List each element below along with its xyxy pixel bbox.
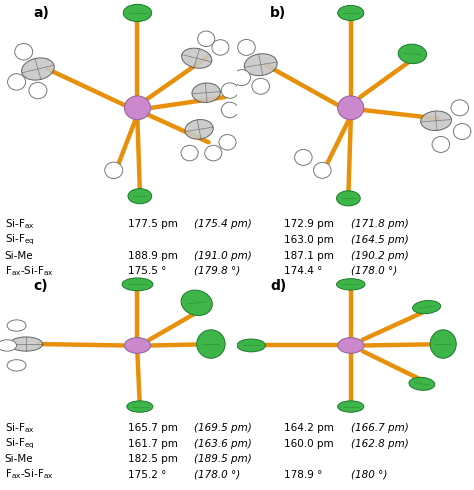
Ellipse shape	[337, 5, 364, 21]
Ellipse shape	[237, 339, 265, 352]
Ellipse shape	[398, 44, 427, 64]
Circle shape	[337, 338, 364, 353]
Text: F$_{\mathrm{ax}}$-Si-F$_{\mathrm{ax}}$: F$_{\mathrm{ax}}$-Si-F$_{\mathrm{ax}}$	[5, 467, 54, 482]
Ellipse shape	[9, 337, 43, 351]
Circle shape	[337, 96, 364, 120]
Ellipse shape	[244, 54, 277, 75]
Circle shape	[7, 320, 26, 331]
Text: Si-F$_{\mathrm{ax}}$: Si-F$_{\mathrm{ax}}$	[5, 218, 35, 231]
Ellipse shape	[127, 401, 153, 412]
Text: (191.0 pm): (191.0 pm)	[194, 250, 252, 261]
Circle shape	[237, 40, 255, 55]
Text: (180 °): (180 °)	[351, 469, 387, 480]
Text: 161.7 pm: 161.7 pm	[128, 439, 178, 449]
Text: 165.7 pm: 165.7 pm	[128, 423, 178, 433]
Ellipse shape	[409, 377, 435, 391]
Text: 175.5 °: 175.5 °	[128, 266, 166, 276]
Text: a): a)	[33, 6, 49, 21]
Ellipse shape	[192, 83, 220, 102]
Ellipse shape	[185, 120, 213, 139]
Text: (175.4 pm): (175.4 pm)	[194, 220, 252, 229]
Text: 187.1 pm: 187.1 pm	[284, 250, 334, 261]
Text: d): d)	[270, 279, 286, 293]
Circle shape	[432, 137, 449, 152]
Circle shape	[205, 146, 222, 161]
Text: Si-F$_{\mathrm{eq}}$: Si-F$_{\mathrm{eq}}$	[5, 233, 35, 247]
Text: Si-F$_{\mathrm{ax}}$: Si-F$_{\mathrm{ax}}$	[5, 421, 35, 435]
Text: Si-Me: Si-Me	[5, 454, 33, 464]
Ellipse shape	[182, 48, 212, 68]
Circle shape	[221, 83, 238, 98]
Text: (171.8 pm): (171.8 pm)	[351, 220, 409, 229]
Text: (189.5 pm): (189.5 pm)	[194, 454, 252, 464]
Text: Si-F$_{\mathrm{eq}}$: Si-F$_{\mathrm{eq}}$	[5, 437, 35, 451]
Ellipse shape	[412, 300, 441, 314]
Text: (164.5 pm): (164.5 pm)	[351, 235, 409, 245]
Ellipse shape	[337, 279, 365, 290]
Circle shape	[453, 123, 471, 140]
Text: (190.2 pm): (190.2 pm)	[351, 250, 409, 261]
Circle shape	[221, 102, 238, 118]
Ellipse shape	[430, 330, 456, 358]
Circle shape	[233, 70, 250, 86]
Circle shape	[313, 162, 331, 178]
Circle shape	[451, 100, 468, 116]
Text: (166.7 pm): (166.7 pm)	[351, 423, 409, 433]
Ellipse shape	[197, 330, 225, 358]
Circle shape	[212, 40, 229, 55]
Text: (178.0 °): (178.0 °)	[351, 266, 397, 276]
Text: 160.0 pm: 160.0 pm	[284, 439, 334, 449]
Text: 177.5 pm: 177.5 pm	[128, 220, 178, 229]
Circle shape	[15, 44, 33, 60]
Circle shape	[124, 96, 150, 120]
Ellipse shape	[128, 189, 152, 204]
Ellipse shape	[337, 401, 364, 412]
Text: F$_{\mathrm{ax}}$-Si-F$_{\mathrm{ax}}$: F$_{\mathrm{ax}}$-Si-F$_{\mathrm{ax}}$	[5, 264, 54, 278]
Circle shape	[219, 135, 236, 150]
Text: (178.0 °): (178.0 °)	[194, 469, 241, 480]
Text: 188.9 pm: 188.9 pm	[128, 250, 178, 261]
Circle shape	[124, 338, 150, 353]
Circle shape	[105, 162, 123, 178]
Text: c): c)	[33, 279, 48, 293]
Ellipse shape	[123, 4, 152, 22]
Ellipse shape	[22, 58, 54, 80]
Text: (169.5 pm): (169.5 pm)	[194, 423, 252, 433]
Ellipse shape	[122, 278, 153, 291]
Text: 178.9 °: 178.9 °	[284, 469, 323, 480]
Text: 174.4 °: 174.4 °	[284, 266, 323, 276]
Text: 182.5 pm: 182.5 pm	[128, 454, 178, 464]
Text: 163.0 pm: 163.0 pm	[284, 235, 334, 245]
Text: (163.6 pm): (163.6 pm)	[194, 439, 252, 449]
Ellipse shape	[421, 111, 451, 130]
Text: 172.9 pm: 172.9 pm	[284, 220, 334, 229]
Text: (179.8 °): (179.8 °)	[194, 266, 241, 276]
Circle shape	[8, 74, 26, 90]
Ellipse shape	[337, 191, 360, 206]
Circle shape	[7, 360, 26, 371]
Text: (162.8 pm): (162.8 pm)	[351, 439, 409, 449]
Circle shape	[0, 340, 17, 351]
Circle shape	[198, 31, 215, 47]
Circle shape	[294, 149, 312, 165]
Circle shape	[252, 78, 269, 94]
Ellipse shape	[181, 290, 212, 316]
Circle shape	[29, 82, 47, 99]
Text: b): b)	[270, 6, 286, 21]
Text: 175.2 °: 175.2 °	[128, 469, 166, 480]
Text: 164.2 pm: 164.2 pm	[284, 423, 334, 433]
Text: Si-Me: Si-Me	[5, 250, 33, 261]
Circle shape	[181, 146, 198, 161]
